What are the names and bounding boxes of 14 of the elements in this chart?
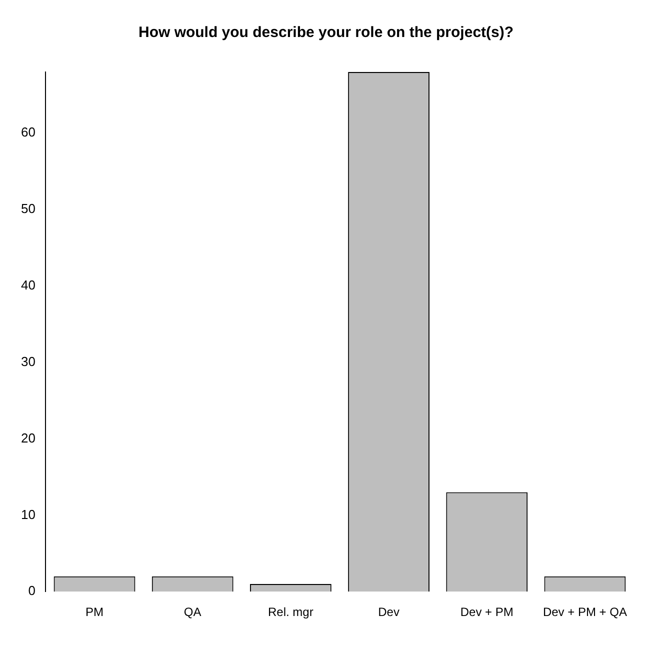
y-tick-label: 40 (20, 278, 36, 293)
y-tick-label: 50 (20, 201, 36, 216)
x-tick-label: Dev (378, 605, 400, 620)
y-tick-label: 30 (20, 354, 36, 369)
y-tick-label: 20 (20, 430, 36, 446)
chart-title: How would you describe your role on the project(s)? (138, 24, 514, 42)
x-tick-label: Dev + PM (460, 605, 514, 620)
x-tick-label: Rel. mgr (268, 605, 314, 620)
x-tick-label: PM (86, 605, 104, 620)
y-tick-label: 0 (28, 583, 36, 598)
y-tick-label: 60 (20, 124, 36, 140)
x-tick-label: Dev + PM + QA (542, 605, 627, 620)
y-tick-label: 10 (20, 506, 36, 522)
x-tick-label: QA (184, 605, 202, 620)
